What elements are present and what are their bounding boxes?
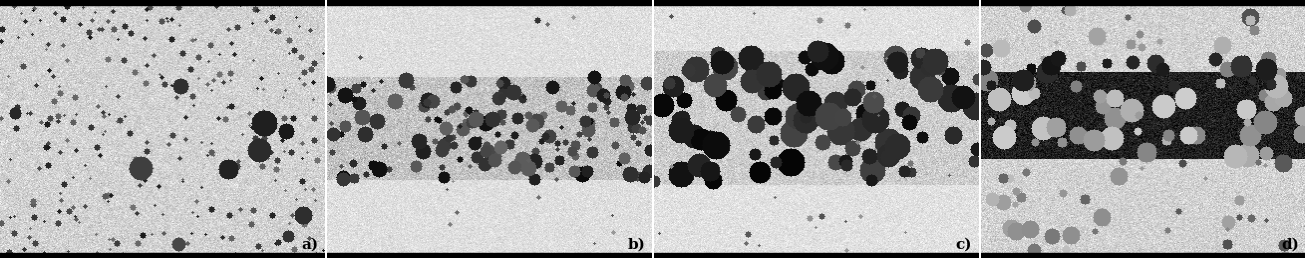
Text: a): a) bbox=[301, 238, 318, 252]
Text: c): c) bbox=[955, 238, 972, 252]
Text: b): b) bbox=[628, 238, 645, 252]
Text: d): d) bbox=[1282, 238, 1298, 252]
